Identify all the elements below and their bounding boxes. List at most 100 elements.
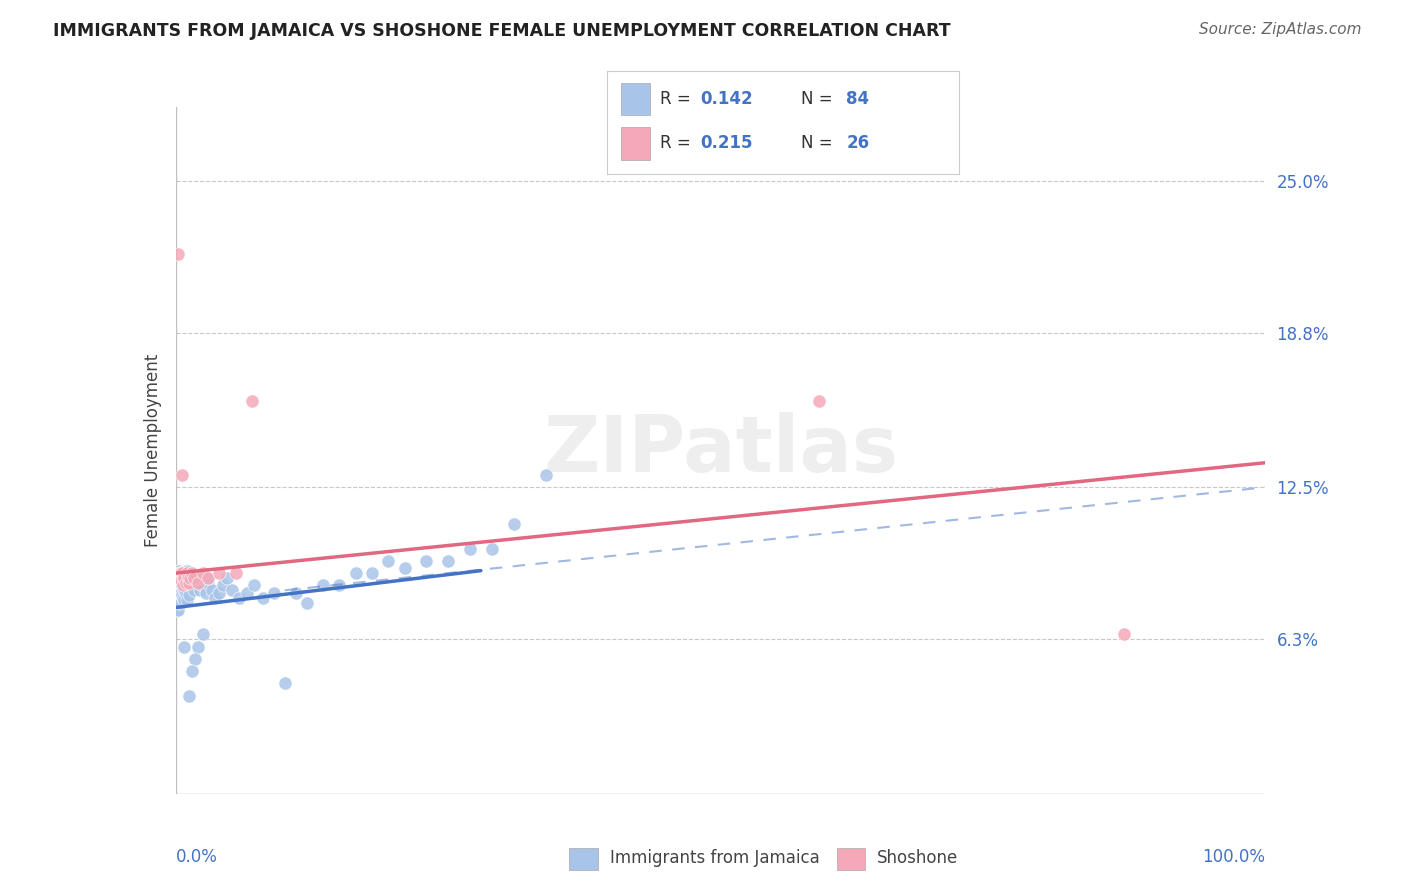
Point: [228, 591, 250, 605]
Point: [197, 576, 219, 591]
Point: [208, 585, 231, 599]
Text: 26: 26: [846, 134, 869, 153]
Point: [170, 585, 193, 599]
Point: [186, 576, 209, 591]
Point: [284, 585, 307, 599]
Point: [170, 574, 193, 588]
Point: [215, 571, 238, 585]
Point: [174, 576, 197, 591]
Point: [184, 652, 207, 666]
Point: [183, 583, 205, 598]
Point: [1112, 627, 1135, 641]
Point: [183, 571, 205, 585]
Text: IMMIGRANTS FROM JAMAICA VS SHOSHONE FEMALE UNEMPLOYMENT CORRELATION CHART: IMMIGRANTS FROM JAMAICA VS SHOSHONE FEMA…: [53, 22, 950, 40]
Point: [169, 571, 191, 585]
Point: [173, 593, 195, 607]
Point: [173, 640, 195, 654]
Point: [235, 585, 257, 599]
Point: [170, 566, 193, 581]
Point: [167, 596, 190, 610]
Point: [177, 576, 200, 591]
Point: [166, 578, 188, 592]
Point: [181, 566, 204, 581]
Point: [176, 578, 198, 592]
Text: 0.0%: 0.0%: [176, 847, 218, 866]
Point: [167, 564, 190, 578]
Text: Source: ZipAtlas.com: Source: ZipAtlas.com: [1198, 22, 1361, 37]
Point: [177, 689, 200, 703]
Point: [170, 576, 193, 591]
Text: R =: R =: [661, 134, 696, 153]
Point: [169, 574, 191, 588]
Point: [173, 583, 195, 598]
Point: [167, 247, 190, 261]
Point: [184, 574, 207, 588]
Point: [167, 591, 190, 605]
Point: [167, 566, 190, 581]
Point: [167, 564, 190, 578]
Text: N =: N =: [801, 90, 838, 108]
Point: [173, 571, 195, 585]
Point: [169, 566, 191, 581]
Point: [180, 568, 202, 582]
Point: [176, 566, 198, 581]
Point: [201, 583, 224, 598]
Point: [166, 585, 188, 599]
Point: [243, 578, 266, 592]
Point: [415, 554, 437, 568]
Point: [221, 583, 243, 598]
Text: 0.215: 0.215: [700, 134, 754, 153]
Point: [172, 467, 194, 482]
Point: [172, 571, 194, 585]
Point: [167, 571, 190, 585]
Point: [166, 566, 188, 581]
Text: Shoshone: Shoshone: [877, 848, 959, 866]
Point: [177, 588, 200, 602]
Text: R =: R =: [661, 90, 696, 108]
Point: [166, 603, 188, 617]
Text: ZIPatlas: ZIPatlas: [543, 412, 898, 489]
Point: [195, 585, 218, 599]
Text: 84: 84: [846, 90, 869, 108]
Point: [481, 541, 503, 556]
Point: [191, 578, 214, 592]
Point: [172, 581, 194, 595]
Point: [534, 467, 557, 482]
Point: [169, 566, 191, 581]
Bar: [621, 83, 650, 115]
Point: [170, 596, 193, 610]
Point: [394, 561, 416, 575]
Point: [197, 571, 219, 585]
Point: [191, 627, 214, 641]
Bar: [569, 847, 598, 870]
Point: [807, 394, 830, 409]
Point: [437, 554, 460, 568]
Point: [177, 571, 200, 585]
Point: [274, 676, 297, 690]
Text: 0.142: 0.142: [700, 90, 754, 108]
Point: [191, 566, 214, 581]
Y-axis label: Female Unemployment: Female Unemployment: [143, 354, 162, 547]
Point: [344, 566, 367, 581]
Point: [167, 585, 190, 599]
Point: [377, 554, 399, 568]
Point: [193, 571, 215, 585]
Point: [167, 603, 190, 617]
Point: [263, 585, 285, 599]
Point: [172, 578, 194, 592]
Text: N =: N =: [801, 134, 838, 153]
Point: [197, 571, 219, 585]
Point: [174, 585, 197, 599]
Text: Immigrants from Jamaica: Immigrants from Jamaica: [610, 848, 820, 866]
Point: [172, 578, 194, 592]
Point: [181, 571, 204, 585]
Point: [186, 640, 209, 654]
Point: [169, 583, 191, 598]
Point: [166, 596, 188, 610]
Point: [208, 566, 231, 581]
Point: [170, 566, 193, 581]
Point: [173, 574, 195, 588]
Point: [188, 583, 211, 598]
Point: [177, 574, 200, 588]
Point: [502, 517, 524, 532]
